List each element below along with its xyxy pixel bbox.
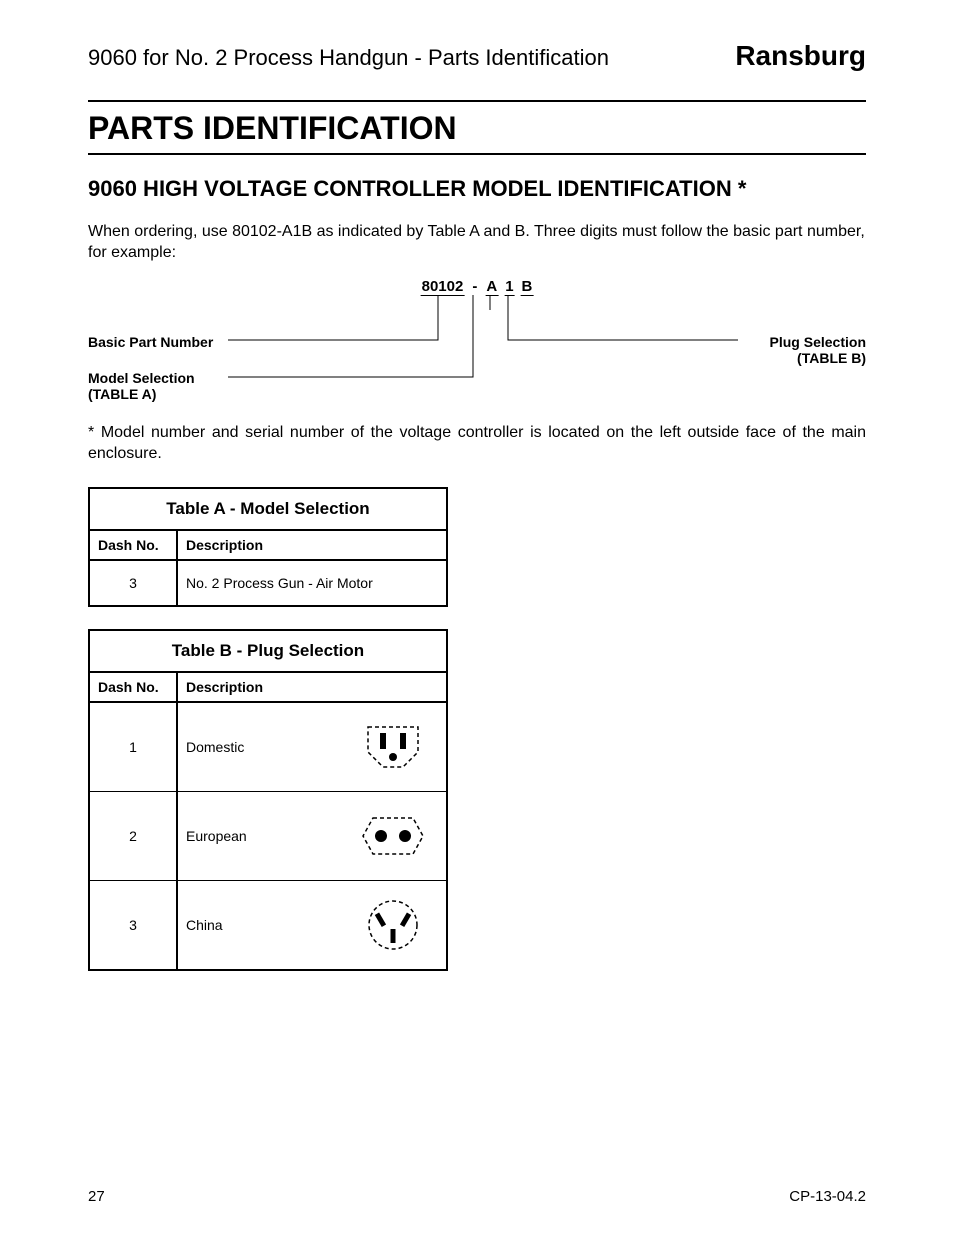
brand-name: Ransburg bbox=[735, 40, 866, 72]
pn-dash: - bbox=[470, 278, 479, 295]
table-row: 3No. 2 Process Gun - Air Motor bbox=[89, 560, 447, 606]
description-cell: European bbox=[177, 791, 447, 880]
part-number-example: 80102 - A 1 B bbox=[421, 278, 534, 296]
table-row: 1 Domestic bbox=[89, 702, 447, 792]
table-b-col2: Description bbox=[177, 672, 447, 702]
label-plug-line2: (TABLE B) bbox=[797, 350, 866, 366]
dash-no-cell: 1 bbox=[89, 702, 177, 792]
label-model-line1: Model Selection bbox=[88, 370, 195, 386]
label-model-selection: Model Selection (TABLE A) bbox=[88, 370, 195, 404]
table-row: 2 European bbox=[89, 791, 447, 880]
table-a-model-selection: Table A - Model Selection Dash No. Descr… bbox=[88, 487, 448, 607]
pn-a: A bbox=[485, 278, 498, 296]
table-b-title: Table B - Plug Selection bbox=[89, 630, 447, 672]
description-cell: No. 2 Process Gun - Air Motor bbox=[177, 560, 447, 606]
label-basic-part-number: Basic Part Number bbox=[88, 334, 213, 351]
rule-below-title bbox=[88, 153, 866, 155]
plug-description: Domestic bbox=[186, 739, 244, 755]
table-b-plug-selection: Table B - Plug Selection Dash No. Descri… bbox=[88, 629, 448, 971]
pn-base: 80102 bbox=[421, 278, 465, 296]
label-model-line2: (TABLE A) bbox=[88, 386, 156, 402]
page-header: 9060 for No. 2 Process Handgun - Parts I… bbox=[88, 40, 866, 72]
table-a-col1: Dash No. bbox=[89, 530, 177, 560]
table-a-title: Table A - Model Selection bbox=[89, 488, 447, 530]
plug-icon-domestic bbox=[348, 717, 438, 777]
label-plug-line1: Plug Selection bbox=[770, 334, 866, 350]
plug-description: European bbox=[186, 828, 247, 844]
dash-no-cell: 2 bbox=[89, 791, 177, 880]
plug-description: China bbox=[186, 917, 223, 933]
header-section-title: 9060 for No. 2 Process Handgun - Parts I… bbox=[88, 45, 609, 71]
intro-paragraph: When ordering, use 80102-A1B as indicate… bbox=[88, 221, 866, 264]
doc-number: CP-13-04.2 bbox=[789, 1188, 866, 1205]
description-cell: China bbox=[177, 880, 447, 970]
plug-icon-european bbox=[348, 806, 438, 866]
dash-no-cell: 3 bbox=[89, 880, 177, 970]
page-footer: 27 CP-13-04.2 bbox=[88, 1188, 866, 1205]
pn-b: B bbox=[521, 278, 534, 296]
plug-icon-china bbox=[348, 895, 438, 955]
table-b-col1: Dash No. bbox=[89, 672, 177, 702]
main-title: PARTS IDENTIFICATION bbox=[88, 110, 866, 147]
table-row: 3 China bbox=[89, 880, 447, 970]
table-a-col2: Description bbox=[177, 530, 447, 560]
rule-above-title bbox=[88, 100, 866, 102]
dash-no-cell: 3 bbox=[89, 560, 177, 606]
label-plug-selection: Plug Selection (TABLE B) bbox=[770, 334, 866, 368]
pn-one: 1 bbox=[504, 278, 514, 296]
page-number: 27 bbox=[88, 1188, 105, 1205]
footnote: * Model number and serial number of the … bbox=[88, 422, 866, 465]
description-cell: Domestic bbox=[177, 702, 447, 792]
sub-title: 9060 HIGH VOLTAGE CONTROLLER MODEL IDENT… bbox=[88, 175, 866, 203]
part-number-diagram: 80102 - A 1 B Basic Part Number Model Se… bbox=[88, 278, 866, 408]
